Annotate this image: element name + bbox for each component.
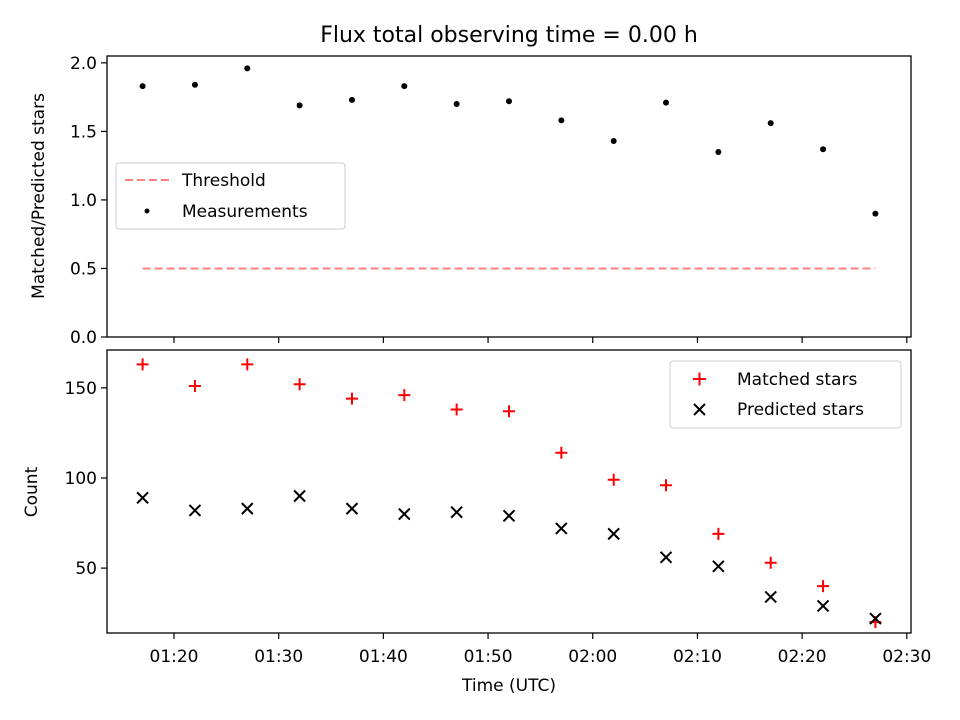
- top-y-tick-label: 0.5: [70, 259, 97, 279]
- matched-star-point: [293, 378, 306, 391]
- predicted-star-point: [398, 507, 411, 521]
- measurement-point: [191, 81, 198, 88]
- predicted-star-point: [816, 599, 830, 613]
- matched-stars-legend-marker: [693, 372, 706, 386]
- measurement-point: [715, 148, 722, 155]
- measurements-legend-label: Measurements: [182, 202, 308, 222]
- predicted-star-point: [293, 489, 306, 503]
- top-y-tick-label: 0.0: [70, 328, 97, 348]
- bottom-y-axis-label: Count: [22, 466, 42, 517]
- measurement-point: [820, 146, 827, 153]
- measurement-point: [453, 100, 460, 107]
- matched-star-point: [188, 380, 201, 393]
- top-y-axis-label: Matched/Predicted stars: [29, 93, 49, 299]
- predicted-star-point: [607, 527, 620, 541]
- measurement-point: [296, 102, 303, 109]
- bottom-x-tick-label: 02:30: [882, 647, 931, 667]
- matched-stars-legend-label: Matched stars: [737, 370, 857, 390]
- measurement-point: [244, 65, 251, 72]
- measurement-point: [139, 83, 146, 90]
- predicted-star-point: [764, 590, 777, 604]
- matched-star-point: [450, 403, 463, 416]
- top-y-tick-label: 1.0: [70, 191, 97, 211]
- predicted-stars-legend-marker: [693, 403, 706, 416]
- predicted-star-point: [712, 560, 725, 573]
- matched-star-point: [136, 358, 149, 371]
- matched-star-point: [607, 473, 620, 486]
- bottom-y-tick-label: 100: [65, 469, 97, 489]
- measurement-point: [767, 120, 774, 127]
- predicted-star-point: [555, 522, 568, 535]
- predicted-star-point: [502, 509, 516, 523]
- measurement-point: [663, 99, 670, 106]
- predicted-star-point: [450, 506, 463, 519]
- bottom-legend: Matched stars Predicted stars: [669, 360, 902, 429]
- measurement-point: [610, 137, 617, 144]
- bottom-y-tick-label: 150: [65, 379, 97, 399]
- x-axis-label: Time (UTC): [461, 676, 556, 696]
- measurement-point: [506, 98, 512, 105]
- top-y-tick-label: 2.0: [70, 54, 97, 74]
- predicted-star-point: [869, 612, 882, 625]
- top-y-tick-label: 1.5: [70, 122, 97, 142]
- measurement-point: [558, 117, 565, 124]
- measurement-point: [872, 210, 879, 217]
- predicted-star-point: [659, 551, 673, 564]
- matched-star-point: [660, 479, 673, 492]
- bottom-x-tick-label: 01:50: [464, 647, 513, 667]
- bottom-x-tick-label: 02:00: [568, 647, 617, 667]
- bottom-x-ticks: 01:20 01:30 01:40 01:50 02:00 02:10 02:20 02:30: [150, 633, 931, 667]
- predicted-star-point: [241, 502, 254, 515]
- top-y-ticks: 0.0 0.5 1.0 1.5 2.0: [70, 54, 107, 348]
- top-marks: [139, 65, 879, 270]
- matched-star-point: [712, 527, 725, 540]
- threshold-legend-label: Threshold: [181, 171, 266, 191]
- bottom-legend-box: [669, 360, 902, 429]
- measurements-legend-marker: [144, 208, 150, 214]
- bottom-panel: Count Time (UTC) 50 100 150 01:20 01:30 01:4…: [22, 349, 931, 696]
- matched-star-point: [345, 392, 358, 405]
- top-legend-box: [115, 162, 346, 230]
- top-legend: Threshold Measurements: [115, 162, 346, 230]
- matched-star-point: [764, 556, 777, 569]
- bottom-x-tick-label: 01:20: [150, 647, 199, 667]
- predicted-star-point: [136, 491, 149, 505]
- matched-star-point: [555, 446, 568, 459]
- predicted-stars-legend-label: Predicted stars: [737, 400, 864, 420]
- bottom-x-tick-label: 01:30: [254, 647, 303, 667]
- bottom-x-tick-label: 02:10: [673, 647, 722, 667]
- chart-title: Flux total observing time = 0.00 h: [320, 23, 698, 48]
- predicted-star-point: [345, 502, 359, 515]
- matched-star-point: [817, 580, 830, 593]
- top-panel: Matched/Predicted stars 0.00.51.01.52.0 …: [29, 54, 912, 348]
- measurement-point: [401, 83, 408, 90]
- top-plot-frame: [106, 55, 912, 338]
- bottom-y-tick-label: 50: [75, 559, 97, 579]
- matched-star-point: [503, 405, 515, 418]
- predicted-star-point: [188, 504, 202, 517]
- bottom-y-ticks: 50 100 150: [65, 379, 107, 579]
- matched-star-point: [241, 358, 254, 371]
- bottom-x-tick-label: 02:20: [778, 647, 827, 667]
- bottom-plot-frame: [106, 349, 912, 634]
- top-x-ticks: [173, 337, 908, 343]
- bottom-x-tick-label: 01:40: [359, 647, 408, 667]
- bottom-marks: [136, 358, 882, 629]
- measurement-point: [348, 96, 355, 103]
- matched-star-point: [398, 389, 411, 402]
